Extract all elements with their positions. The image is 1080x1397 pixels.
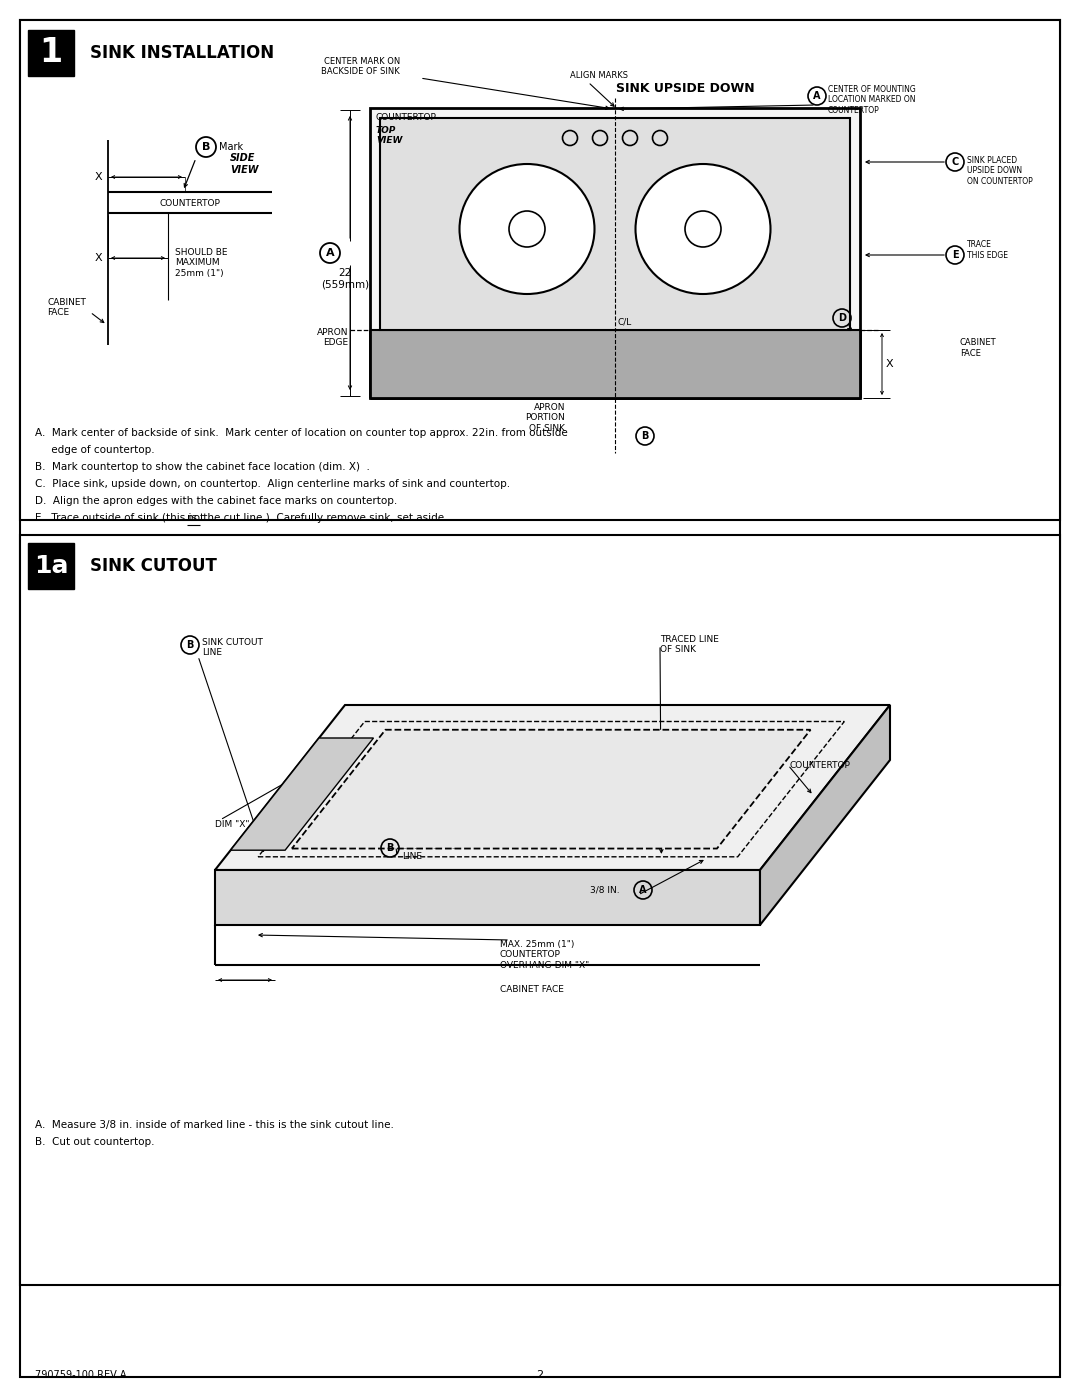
Text: A.  Measure 3/8 in. inside of marked line - this is the sink cutout line.: A. Measure 3/8 in. inside of marked line… bbox=[35, 1120, 394, 1130]
Text: DIM "X": DIM "X" bbox=[215, 820, 249, 828]
Bar bbox=[21, 20, 1059, 520]
Text: CABINET
FACE: CABINET FACE bbox=[960, 338, 997, 358]
Text: 790759-100 REV A: 790759-100 REV A bbox=[35, 1370, 126, 1380]
Text: CENTER OF MOUNTING
LOCATION MARKED ON
COUNTERTOP: CENTER OF MOUNTING LOCATION MARKED ON CO… bbox=[828, 85, 916, 115]
Text: TRACED LINE
OF SINK: TRACED LINE OF SINK bbox=[660, 636, 719, 654]
Text: E: E bbox=[951, 250, 958, 260]
Text: B.  Mark countertop to show the cabinet face location (dim. X)  .: B. Mark countertop to show the cabinet f… bbox=[35, 462, 369, 472]
Text: edge of countertop.: edge of countertop. bbox=[35, 446, 154, 455]
Text: X: X bbox=[886, 359, 893, 369]
Bar bbox=[370, 330, 860, 398]
Text: C/L: C/L bbox=[618, 317, 632, 327]
Text: A.  Mark center of backside of sink.  Mark center of location on counter top app: A. Mark center of backside of sink. Mark… bbox=[35, 427, 568, 439]
Polygon shape bbox=[231, 738, 374, 851]
Polygon shape bbox=[292, 729, 811, 848]
Text: SHOULD BE
MAXIMUM
25mm (1"): SHOULD BE MAXIMUM 25mm (1") bbox=[175, 249, 228, 278]
Polygon shape bbox=[215, 705, 890, 870]
Text: B: B bbox=[642, 432, 649, 441]
Text: CABINET FACE: CABINET FACE bbox=[500, 985, 564, 995]
Text: CENTER MARK ON
BACKSIDE OF SINK: CENTER MARK ON BACKSIDE OF SINK bbox=[321, 57, 400, 75]
Text: 1a: 1a bbox=[33, 555, 68, 578]
Text: COUNTERTOP: COUNTERTOP bbox=[789, 760, 851, 770]
Text: E.  Trace outside of sink (this is: E. Trace outside of sink (this is bbox=[35, 513, 200, 522]
Text: X: X bbox=[94, 253, 102, 263]
Text: B: B bbox=[202, 142, 211, 152]
Text: SINK PLACED
UPSIDE DOWN
ON COUNTERTOP: SINK PLACED UPSIDE DOWN ON COUNTERTOP bbox=[967, 156, 1032, 186]
Bar bbox=[370, 108, 860, 398]
Text: 3/8 IN.: 3/8 IN. bbox=[590, 886, 620, 894]
Ellipse shape bbox=[635, 163, 770, 293]
Text: ALIGN MARKS: ALIGN MARKS bbox=[570, 71, 627, 80]
Text: Mark: Mark bbox=[219, 142, 243, 152]
Text: D.  Align the apron edges with the cabinet face marks on countertop.: D. Align the apron edges with the cabine… bbox=[35, 496, 397, 506]
Text: APRON
EDGE: APRON EDGE bbox=[316, 328, 348, 348]
Text: SINK UPSIDE DOWN: SINK UPSIDE DOWN bbox=[616, 81, 754, 95]
Text: SINK INSTALLATION: SINK INSTALLATION bbox=[90, 43, 274, 61]
Text: CABINET
FACE: CABINET FACE bbox=[48, 298, 86, 317]
Text: 2: 2 bbox=[537, 1370, 543, 1380]
Text: 22
(559mm): 22 (559mm) bbox=[321, 268, 369, 289]
Text: B.  Cut out countertop.: B. Cut out countertop. bbox=[35, 1137, 154, 1147]
Text: B: B bbox=[387, 842, 394, 854]
Polygon shape bbox=[760, 705, 890, 925]
Text: SIDE
VIEW: SIDE VIEW bbox=[230, 154, 258, 175]
Text: X: X bbox=[94, 172, 102, 182]
Bar bbox=[28, 29, 75, 75]
Text: SINK CUTOUT
LINE: SINK CUTOUT LINE bbox=[202, 638, 262, 658]
Text: A: A bbox=[326, 249, 335, 258]
Text: B: B bbox=[187, 640, 193, 650]
Ellipse shape bbox=[459, 163, 594, 293]
Text: TOP
VIEW: TOP VIEW bbox=[376, 126, 403, 145]
Text: COUNTERTOP: COUNTERTOP bbox=[376, 113, 437, 122]
Text: APRON
PORTION
OF SINK: APRON PORTION OF SINK bbox=[525, 402, 565, 433]
Text: C: C bbox=[951, 156, 959, 168]
Text: D: D bbox=[838, 313, 846, 323]
Text: SINK CUTOUT: SINK CUTOUT bbox=[90, 557, 217, 576]
Text: A: A bbox=[813, 91, 821, 101]
Text: A: A bbox=[639, 886, 647, 895]
Text: the cut line.). Carefully remove sink, set aside.: the cut line.). Carefully remove sink, s… bbox=[200, 513, 448, 522]
Text: 1: 1 bbox=[40, 36, 63, 70]
Text: COUNTERTOP: COUNTERTOP bbox=[160, 198, 220, 208]
Polygon shape bbox=[215, 870, 760, 925]
Text: SINK CUTOUT
LINE: SINK CUTOUT LINE bbox=[402, 842, 463, 862]
Bar bbox=[380, 117, 850, 330]
Bar bbox=[28, 543, 75, 590]
Bar bbox=[21, 535, 1059, 1285]
Text: not: not bbox=[187, 513, 204, 522]
Text: C.  Place sink, upside down, on countertop.  Align centerline marks of sink and : C. Place sink, upside down, on counterto… bbox=[35, 479, 510, 489]
Text: MAX. 25mm (1")
COUNTERTOP
OVERHANG-DIM "X": MAX. 25mm (1") COUNTERTOP OVERHANG-DIM "… bbox=[500, 940, 590, 970]
Text: TRACE
THIS EDGE: TRACE THIS EDGE bbox=[967, 240, 1008, 260]
